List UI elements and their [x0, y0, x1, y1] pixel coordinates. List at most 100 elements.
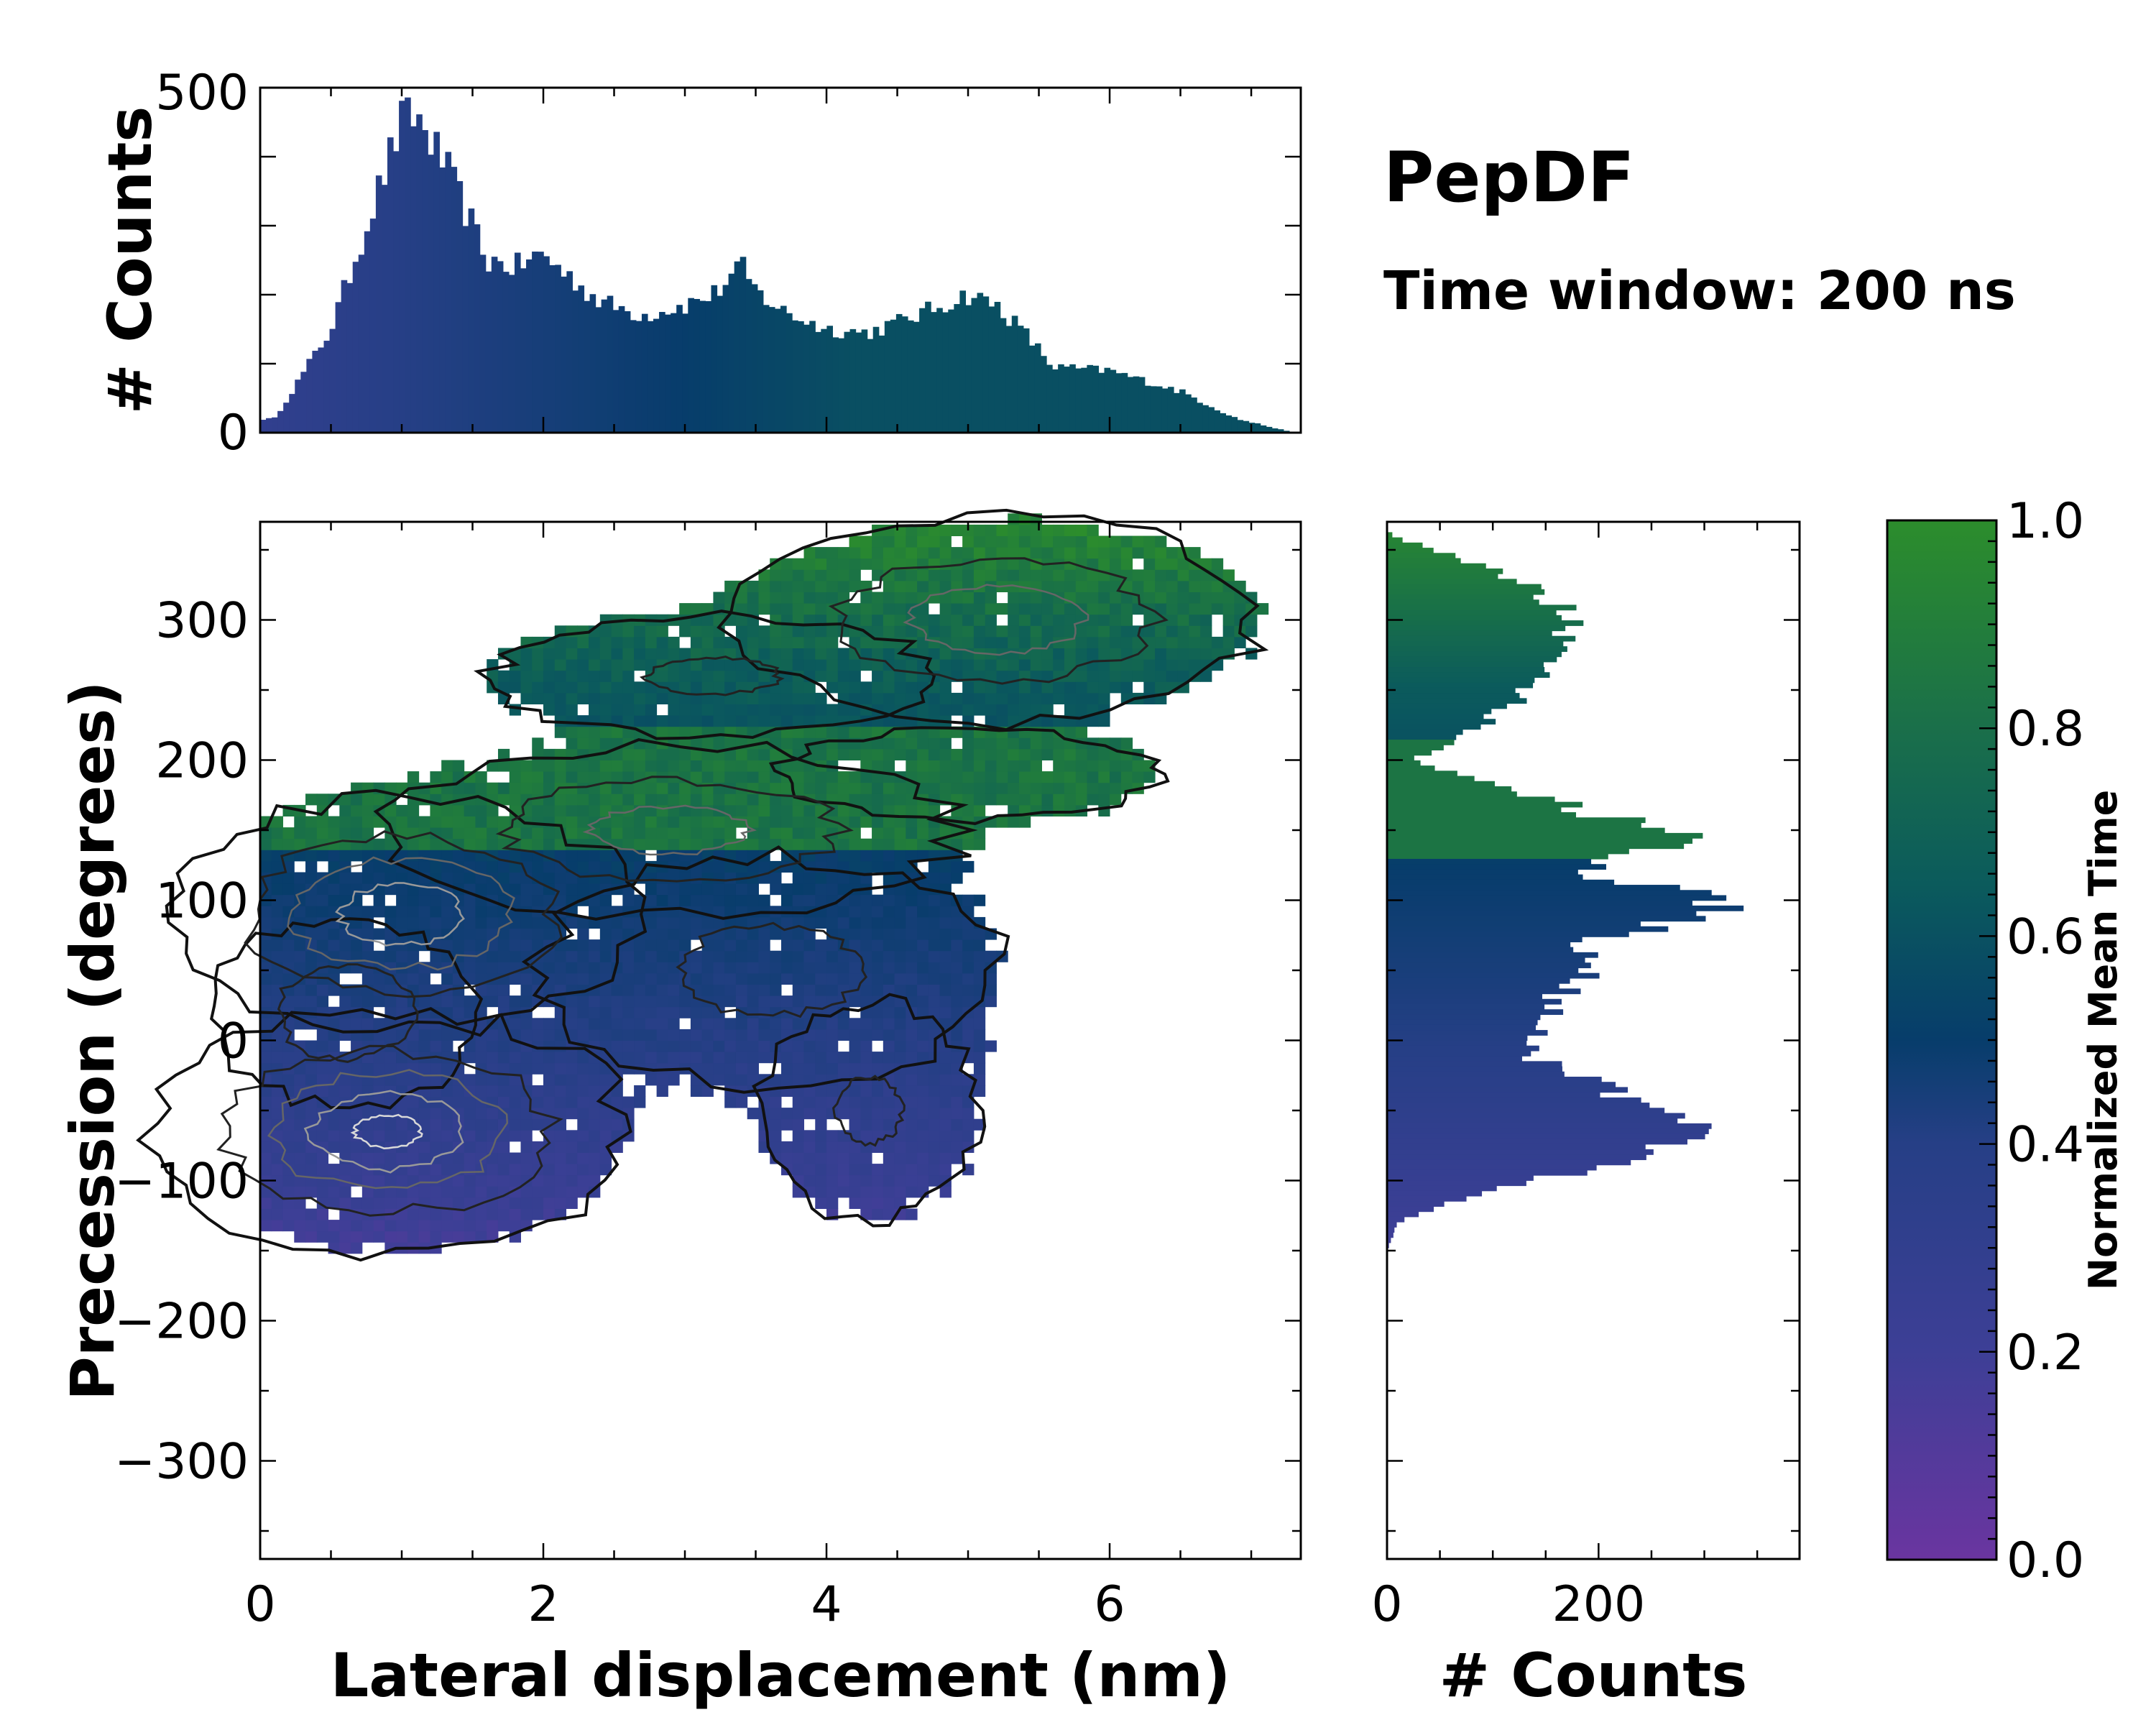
heatmap-cell	[1053, 603, 1065, 615]
heatmap-cell	[452, 1230, 465, 1243]
heatmap-cell	[430, 1040, 442, 1052]
heatmap-cell	[1030, 625, 1042, 638]
heatmap-cell	[939, 782, 952, 794]
heatmap-cell	[815, 1085, 827, 1097]
heatmap-cell	[872, 860, 884, 873]
heatmap-cell	[872, 950, 884, 962]
heatmap-cell	[860, 1108, 872, 1120]
heatmap-cell	[271, 1197, 284, 1209]
heatmap-cell	[939, 1062, 952, 1075]
right-xtick-label: 200	[1552, 1576, 1645, 1633]
top-histogram-bar	[312, 351, 319, 433]
contour-line	[752, 993, 987, 1228]
heatmap-cell	[837, 850, 850, 862]
heatmap-cell	[1041, 670, 1054, 682]
heatmap-cell	[599, 726, 612, 738]
heatmap-cell	[464, 1164, 476, 1176]
heatmap-cell	[713, 592, 725, 604]
heatmap-cell	[849, 670, 861, 682]
heatmap-cell	[1200, 592, 1212, 604]
heatmap-cell	[1053, 636, 1065, 648]
heatmap-cell	[758, 625, 770, 638]
heatmap-cell	[305, 1074, 318, 1086]
heatmap-cell	[271, 894, 284, 906]
heatmap-cell	[928, 692, 941, 704]
heatmap-cell	[611, 659, 623, 671]
heatmap-cell	[780, 1074, 793, 1086]
heatmap-cell	[475, 1040, 487, 1052]
heatmap-cell	[1018, 760, 1031, 772]
colorbar-tick-label: 0.2	[2007, 1325, 2084, 1381]
heatmap-cell	[1041, 580, 1054, 592]
heatmap-cell	[282, 1118, 295, 1131]
heatmap-cell	[452, 984, 465, 996]
right-histogram-bar	[1387, 1123, 1712, 1129]
heatmap-cell	[260, 850, 272, 862]
heatmap-cell	[373, 1118, 385, 1131]
heatmap-cell	[361, 1174, 374, 1187]
heatmap-cell	[701, 737, 714, 750]
heatmap-cell	[872, 1006, 884, 1018]
heatmap-cell	[497, 1174, 510, 1187]
heatmap-cell	[599, 782, 612, 794]
heatmap-cell	[872, 928, 884, 940]
heatmap-cell	[928, 894, 941, 906]
heatmap-cell	[928, 681, 941, 694]
heatmap-cell	[815, 1186, 827, 1198]
heatmap-cell	[645, 636, 658, 648]
heatmap-cell	[577, 1074, 589, 1086]
heatmap-cell	[906, 972, 918, 985]
heatmap-cell	[792, 1108, 805, 1120]
heatmap-cell	[532, 1085, 544, 1097]
heatmap-cell	[418, 894, 430, 906]
top-histogram-bar	[740, 257, 747, 433]
right-histogram-bar	[1387, 905, 1744, 911]
heatmap-cell	[271, 1074, 284, 1086]
heatmap-cell	[894, 748, 906, 760]
heatmap-cell	[735, 804, 748, 816]
heatmap-cell	[441, 1230, 453, 1243]
heatmap-cell	[826, 547, 839, 559]
heatmap-cell	[634, 794, 646, 806]
heatmap-cell	[701, 883, 714, 896]
heatmap-cell	[1053, 547, 1065, 559]
heatmap-cell	[928, 939, 941, 952]
heatmap-cell	[543, 1074, 556, 1086]
contour-line	[495, 776, 854, 883]
heatmap-cell	[849, 569, 861, 581]
heatmap-cell	[803, 872, 816, 884]
top-histogram-bar	[1167, 387, 1174, 433]
heatmap-cell	[464, 1096, 476, 1108]
heatmap-cell	[826, 1141, 839, 1153]
heatmap-cell	[1041, 704, 1054, 716]
heatmap-cell	[894, 939, 906, 952]
heatmap-cell	[634, 1018, 646, 1030]
heatmap-cell	[430, 816, 442, 828]
colorbar-tick-labels: 0.00.20.40.60.81.0	[2007, 493, 2084, 1589]
right-histogram-bar	[1387, 1097, 1641, 1103]
heatmap-cell	[328, 1040, 340, 1052]
heatmap-cell	[792, 939, 805, 952]
heatmap-cell	[1087, 625, 1099, 638]
heatmap-cell	[679, 804, 691, 816]
heatmap-cell	[497, 670, 510, 682]
heatmap-cell	[985, 636, 997, 648]
heatmap-cell	[339, 1242, 351, 1254]
heatmap-cell	[577, 670, 589, 682]
heatmap-cell	[566, 962, 578, 974]
heatmap-cell	[634, 950, 646, 962]
heatmap-cell	[860, 760, 872, 772]
heatmap-cell	[713, 1052, 725, 1064]
heatmap-cell	[951, 782, 963, 794]
heatmap-cell	[577, 1164, 589, 1176]
heatmap-cell	[747, 681, 759, 694]
heatmap-cell	[1064, 535, 1077, 548]
contour-line	[832, 1075, 906, 1147]
heatmap-cell	[849, 1141, 861, 1153]
heatmap-cell	[713, 962, 725, 974]
heatmap-cell	[906, 535, 918, 548]
heatmap-cell	[1222, 614, 1235, 626]
heatmap-cell	[747, 804, 759, 816]
heatmap-cell	[815, 558, 827, 570]
heatmap-cell	[1189, 659, 1201, 671]
